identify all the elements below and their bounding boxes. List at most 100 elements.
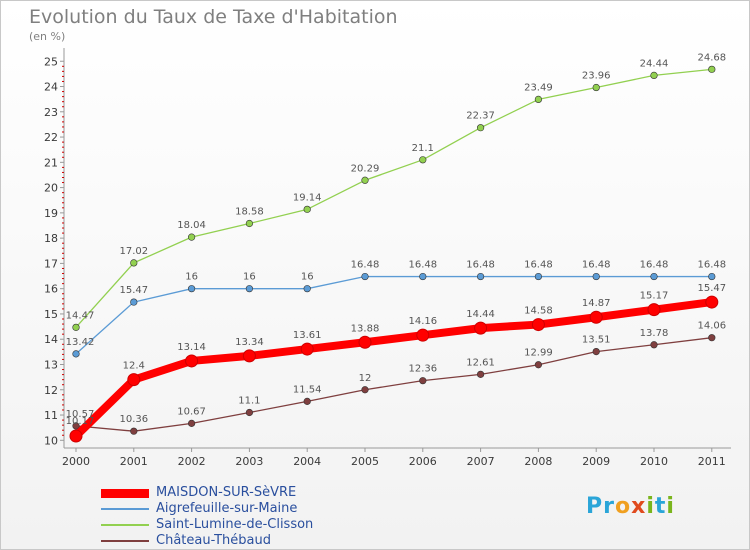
- data-point: [589, 310, 603, 324]
- y-tick-label: 16: [44, 283, 58, 296]
- data-point: [69, 429, 83, 443]
- data-point: [242, 349, 256, 363]
- data-point: [477, 124, 485, 132]
- data-label: 16.48: [351, 260, 380, 271]
- y-tick-label: 13: [44, 358, 58, 371]
- data-point: [130, 427, 138, 435]
- logo-letter: i: [646, 494, 655, 519]
- logo-letter: P: [586, 494, 604, 519]
- y-tick-label: 14: [44, 333, 58, 346]
- y-tick-label: 22: [44, 131, 58, 144]
- x-tick-label: 2002: [178, 455, 206, 468]
- legend-swatch: [101, 488, 149, 498]
- data-point: [474, 321, 488, 335]
- chart-units: (en %): [29, 30, 66, 43]
- logo-letter: t: [654, 494, 667, 519]
- data-point: [531, 318, 545, 332]
- x-tick-label: 2005: [351, 455, 379, 468]
- data-point: [708, 272, 716, 281]
- data-label: 16.48: [582, 260, 611, 271]
- legend-label: Saint-Lumine-de-Clisson: [156, 517, 314, 532]
- data-label: 16.48: [524, 260, 553, 271]
- data-label: 14.58: [524, 306, 553, 317]
- legend-swatch: [101, 524, 149, 526]
- data-point: [650, 272, 658, 281]
- data-label: 24.44: [640, 58, 669, 69]
- data-point: [361, 272, 369, 281]
- x-tick-label: 2007: [467, 455, 495, 468]
- data-point: [72, 422, 80, 430]
- data-point: [303, 285, 311, 293]
- y-tick-label: 24: [44, 81, 58, 94]
- data-point: [650, 341, 658, 349]
- data-point: [592, 348, 600, 356]
- x-tick-label: 2008: [524, 455, 552, 468]
- data-label: 11.54: [293, 384, 322, 395]
- data-label: 16.48: [640, 260, 669, 271]
- data-label: 10.57: [66, 409, 95, 420]
- data-point: [361, 386, 369, 394]
- series-line: [75, 337, 713, 432]
- x-tick-label: 2011: [698, 455, 726, 468]
- data-label: 12.36: [408, 364, 437, 375]
- data-point: [245, 285, 253, 293]
- data-label: 16.48: [466, 260, 495, 271]
- y-tick-label: 25: [44, 55, 58, 68]
- data-label: 14.16: [408, 316, 437, 327]
- y-tick-label: 19: [44, 207, 58, 220]
- data-point: [534, 272, 543, 281]
- data-point: [303, 205, 311, 213]
- data-label: 11.1: [238, 396, 260, 407]
- data-point: [647, 303, 661, 317]
- y-tick-label: 11: [44, 409, 58, 422]
- data-label: 14.87: [582, 298, 611, 309]
- x-tick-label: 2001: [120, 455, 148, 468]
- series-line: [72, 298, 716, 441]
- data-label: 10.36: [119, 414, 148, 425]
- data-label: 13.51: [582, 335, 611, 346]
- data-point: [130, 259, 138, 267]
- data-point: [650, 71, 658, 80]
- logo-letter: x: [631, 494, 647, 519]
- y-tick-label: 23: [44, 106, 58, 119]
- x-tick-label: 2010: [640, 455, 668, 468]
- data-point: [303, 397, 311, 405]
- data-label: 21.1: [412, 143, 434, 154]
- data-point: [477, 272, 485, 281]
- y-tick-label: 20: [44, 182, 58, 195]
- series-line: [75, 68, 713, 328]
- data-point: [708, 65, 716, 73]
- data-point: [534, 95, 543, 104]
- data-point: [419, 377, 427, 385]
- data-label: 18.04: [177, 220, 206, 231]
- data-point: [361, 176, 369, 184]
- data-point: [477, 370, 485, 378]
- logo-letter: i: [666, 494, 675, 519]
- proxiti-logo: Proxiti: [586, 494, 675, 519]
- logo-letter: r: [603, 494, 615, 519]
- data-label: 13.42: [66, 337, 95, 348]
- y-tick-label: 15: [44, 308, 58, 321]
- data-point: [72, 350, 80, 358]
- data-point: [358, 335, 372, 349]
- x-tick-label: 2003: [235, 455, 263, 468]
- data-point: [188, 285, 196, 293]
- data-label: 16: [185, 272, 198, 283]
- data-label: 23.96: [582, 71, 611, 82]
- y-tick-label: 18: [44, 232, 58, 245]
- data-point: [245, 219, 253, 228]
- data-label: 24.68: [697, 52, 726, 63]
- logo-letter: o: [614, 494, 632, 519]
- x-tick-label: 2004: [293, 455, 321, 468]
- data-label: 23.49: [524, 82, 553, 93]
- data-label: 20.29: [351, 163, 380, 174]
- data-point: [130, 298, 138, 306]
- data-label: 18.58: [235, 206, 264, 217]
- data-label: 12.4: [123, 361, 145, 372]
- y-tick-label: 17: [44, 257, 58, 270]
- data-point: [188, 233, 196, 241]
- data-label: 14.47: [66, 310, 95, 321]
- x-tick-label: 2006: [409, 455, 437, 468]
- data-label: 13.78: [640, 328, 669, 339]
